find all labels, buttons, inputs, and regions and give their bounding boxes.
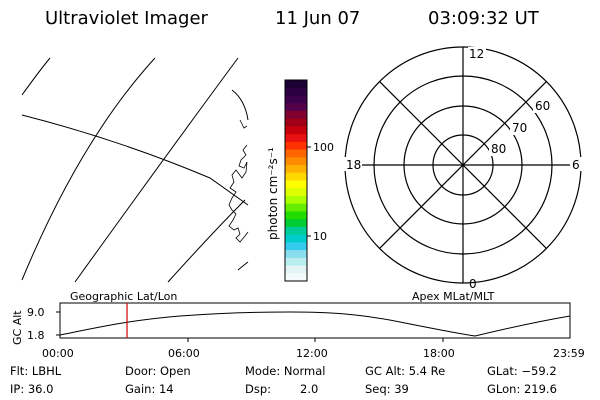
- color-swatch: [285, 219, 307, 228]
- label-bg-60: [533, 99, 552, 113]
- map-curve-5: [231, 89, 249, 121]
- color-swatch: [285, 195, 307, 205]
- color-swatch: [285, 172, 307, 182]
- color-swatch: [285, 211, 307, 220]
- color-swatch: [285, 141, 307, 151]
- coastline-2: [239, 119, 248, 129]
- color-swatch: [285, 134, 307, 143]
- map-curve-1: [21, 57, 51, 96]
- x-tick-label-0000: 00:00: [42, 347, 74, 360]
- y-tick-label-9: 9.0: [27, 306, 45, 319]
- glat-label: GLat: −59.2: [487, 364, 557, 378]
- map-curve-3: [74, 57, 239, 283]
- color-swatch: [285, 87, 307, 97]
- polar-diagonal-2: [379, 81, 547, 249]
- color-swatch: [285, 257, 307, 267]
- x-tick-label-1200: 12:00: [296, 347, 328, 360]
- x-tick-label-1800: 18:00: [423, 347, 455, 360]
- geographic-map: [21, 57, 249, 283]
- gc-alt-label: GC Alt: 5.4 Re: [365, 364, 446, 378]
- color-swatch: [285, 80, 307, 89]
- date-label: 11 Jun 07: [275, 8, 361, 29]
- color-swatch: [285, 203, 307, 213]
- x-tick-label-0600: 06:00: [168, 347, 200, 360]
- lat-label-70: 70: [512, 121, 527, 135]
- y-axis-label: GC Alt: [11, 310, 24, 345]
- dsp-value: 2.0: [300, 382, 319, 396]
- hour-label-12: 12: [469, 47, 484, 61]
- color-tick-label-10: 10: [313, 230, 327, 243]
- map-curve-2: [21, 57, 156, 281]
- altitude-curve: [59, 311, 571, 337]
- y-tick-label-1-8: 1.8: [27, 329, 45, 342]
- lat-label-80: 80: [491, 142, 506, 156]
- label-bg-70: [510, 121, 529, 135]
- hour-label-0: 0: [469, 277, 477, 291]
- filter-label: Flt: LBHL: [10, 364, 62, 378]
- dsp-label: Dsp:: [245, 382, 272, 396]
- color-swatch: [285, 165, 307, 174]
- hour-label-18: 18: [346, 158, 361, 172]
- seq-label: Seq: 39: [365, 382, 409, 396]
- color-swatch: [285, 110, 307, 120]
- color-swatch: [285, 95, 307, 104]
- label-bg-12: [468, 47, 486, 60]
- map-parallel: [21, 114, 249, 206]
- color-swatch: [285, 250, 307, 259]
- map-curve-4: [167, 199, 246, 283]
- color-swatch: [285, 180, 307, 189]
- color-tick-label-100: 100: [313, 141, 334, 154]
- timeline-right-label: Apex MLat/MLT: [412, 290, 495, 303]
- label-bg-80: [489, 142, 508, 156]
- mode-label: Mode: Normal: [245, 364, 326, 378]
- color-bar-unit: photon cm⁻²s⁻¹: [266, 147, 280, 240]
- color-swatch: [285, 157, 307, 166]
- map-curve-6: [237, 261, 249, 271]
- color-swatch: [285, 273, 307, 282]
- coastline: [228, 144, 249, 243]
- altitude-timeline: [56, 302, 571, 342]
- glon-label: GLon: 219.6: [487, 382, 557, 396]
- lat-label-60: 60: [535, 99, 550, 113]
- time-label: 03:09:32 UT: [428, 8, 539, 29]
- color-swatch: [285, 118, 307, 127]
- label-bg-18: [344, 157, 362, 171]
- x-tick-label-2359: 23:59: [553, 347, 585, 360]
- polar-plot: [344, 46, 582, 284]
- gain-label: Gain: 14: [125, 382, 174, 396]
- hour-label-6: 6: [572, 158, 580, 172]
- color-swatch: [285, 234, 307, 243]
- color-swatch: [285, 103, 307, 112]
- label-bg-6: [570, 157, 582, 171]
- ip-label: IP: 36.0: [10, 382, 54, 396]
- color-swatch: [285, 188, 307, 197]
- color-swatch: [285, 149, 307, 158]
- color-swatch: [285, 226, 307, 236]
- timeline-left-label: Geographic Lat/Lon: [70, 290, 177, 303]
- color-swatch: [285, 126, 307, 135]
- app-title: Ultraviolet Imager: [45, 8, 208, 29]
- color-bar-frame: [284, 79, 308, 282]
- color-scale-bar: [285, 80, 307, 282]
- color-swatch: [285, 242, 307, 251]
- color-swatch: [285, 265, 307, 274]
- door-label: Door: Open: [125, 364, 191, 378]
